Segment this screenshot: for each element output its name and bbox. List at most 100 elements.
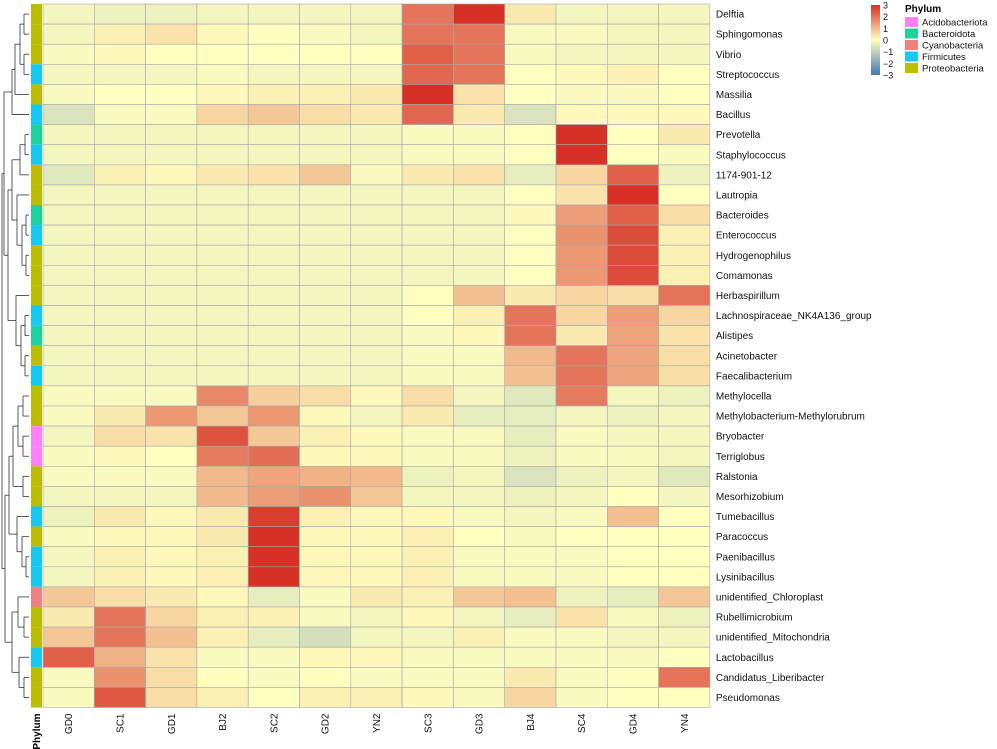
heatmap-cell — [299, 646, 352, 668]
heatmap-cell — [196, 244, 249, 266]
heatmap-cell — [504, 506, 557, 527]
heatmap-cell — [247, 666, 300, 688]
heatmap-cell — [299, 3, 352, 25]
heatmap-cell — [504, 385, 557, 407]
row-label: Acinetobacter — [716, 351, 778, 362]
row-label: Mesorhizobium — [716, 492, 784, 503]
heatmap-cell — [606, 224, 659, 246]
heatmap-cell — [145, 646, 198, 668]
phylum-legend-swatch — [905, 28, 918, 39]
row-label: Paracoccus — [716, 532, 768, 543]
heatmap-cell — [504, 64, 557, 85]
heatmap-cell — [658, 486, 711, 507]
heatmap-cell — [299, 506, 352, 527]
heatmap-cell — [350, 666, 403, 688]
heatmap-cell — [606, 23, 659, 45]
heatmap-cell — [94, 64, 146, 85]
heatmap-cell — [42, 385, 95, 407]
heatmap-cell — [606, 184, 659, 206]
heatmap-cell — [453, 465, 505, 487]
heatmap-cell — [555, 184, 608, 206]
phylum-legend-swatch — [905, 63, 918, 73]
color-scale-bar — [871, 5, 880, 75]
heatmap-cell — [94, 626, 146, 648]
heatmap-cell — [504, 486, 557, 507]
heatmap-cell — [606, 646, 659, 668]
heatmap-cell — [299, 405, 352, 427]
heatmap-cell — [606, 445, 659, 467]
heatmap-cell — [401, 3, 454, 25]
heatmap-cell — [145, 345, 198, 367]
heatmap-cell — [350, 425, 403, 447]
heatmap-cell — [504, 184, 557, 206]
heatmap-cell — [42, 465, 95, 487]
heatmap-cell — [247, 586, 300, 608]
heatmap-cell — [145, 104, 198, 125]
heatmap-cell — [453, 566, 505, 588]
heatmap-cell — [145, 425, 198, 447]
heatmap-cell — [94, 506, 146, 527]
heatmap-cell — [453, 23, 505, 45]
heatmap-cell — [350, 164, 403, 186]
heatmap-cell — [94, 445, 146, 467]
heatmap-cell — [196, 506, 249, 527]
heatmap-cell — [299, 285, 352, 306]
heatmap-cell — [555, 345, 608, 367]
heatmap-cell — [504, 325, 557, 347]
heatmap-cell — [350, 365, 403, 387]
heatmap-cell — [350, 626, 403, 648]
heatmap-cell — [42, 365, 95, 387]
phylum-annotation-cell — [31, 466, 42, 487]
phylum-annotation-cell — [31, 104, 42, 125]
heatmap-cell — [504, 465, 557, 487]
heatmap-cell — [453, 184, 505, 206]
heatmap-cell — [145, 365, 198, 387]
heatmap-cell — [94, 325, 146, 347]
heatmap-cell — [42, 566, 95, 588]
heatmap-cell — [145, 586, 198, 608]
heatmap-cell — [299, 385, 352, 407]
phylum-annotation-cell — [31, 24, 42, 45]
color-scale-tick-label: 2 — [883, 12, 888, 22]
heatmap-cell — [196, 325, 249, 347]
heatmap-cell — [299, 586, 352, 608]
heatmap-cell — [555, 606, 608, 628]
heatmap-cell — [555, 204, 608, 226]
heatmap-cell — [350, 566, 403, 588]
heatmap-cell — [42, 546, 95, 568]
heatmap-cell — [247, 646, 300, 668]
phylum-annotation-cell — [31, 486, 42, 507]
phylum-annotation-cell — [31, 345, 42, 366]
heatmap-cell — [658, 285, 711, 306]
heatmap-cell — [453, 84, 505, 105]
phylum-legend-label: Proteobacteria — [922, 64, 985, 75]
heatmap-cell — [196, 43, 249, 65]
heatmap-cell — [42, 305, 95, 326]
heatmap-cell — [42, 345, 95, 367]
heatmap-cell — [42, 486, 95, 507]
phylum-annotation-cell — [31, 586, 42, 607]
phylum-legend-label: Firmicutes — [922, 52, 966, 63]
heatmap-cell — [145, 325, 198, 347]
heatmap-cell — [42, 325, 95, 347]
heatmap-cell — [42, 626, 95, 648]
heatmap-cell — [453, 546, 505, 568]
heatmap-cells — [42, 3, 711, 708]
heatmap-cell — [555, 506, 608, 527]
heatmap-cell — [453, 204, 505, 226]
heatmap-cell — [94, 526, 146, 547]
heatmap-cell — [555, 445, 608, 467]
heatmap-cell — [145, 465, 198, 487]
column-label: SC4 — [577, 713, 588, 733]
heatmap-cell — [145, 124, 198, 145]
heatmap-cell — [401, 506, 454, 527]
heatmap-cell — [453, 285, 505, 306]
heatmap-cell — [606, 164, 659, 186]
heatmap-cell — [504, 586, 557, 608]
heatmap-cell — [299, 23, 352, 45]
column-label: SC3 — [423, 713, 434, 733]
heatmap-cell — [658, 244, 711, 266]
heatmap-cell — [350, 687, 403, 708]
heatmap-cell — [247, 465, 300, 487]
